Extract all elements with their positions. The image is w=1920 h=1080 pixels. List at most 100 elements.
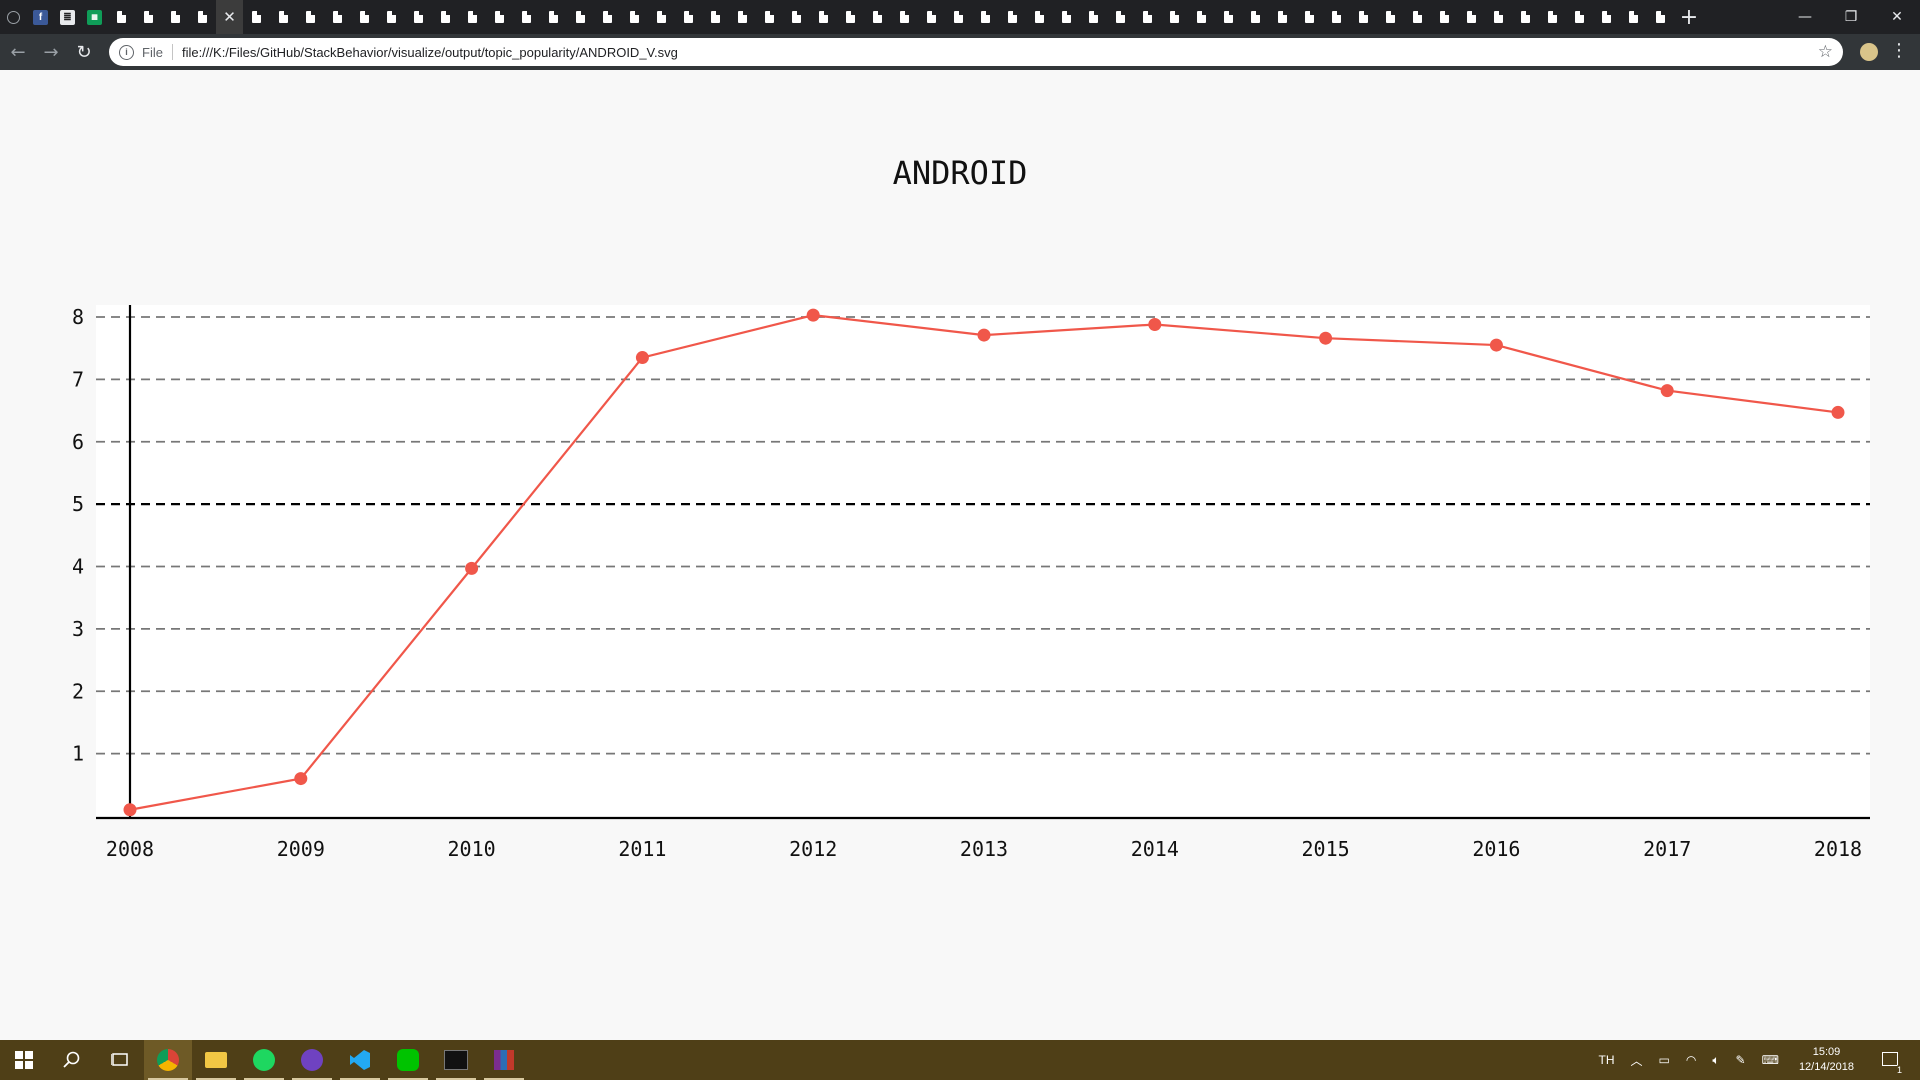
wifi-icon[interactable]: ◠ [1685,1053,1697,1067]
tab-blank-page[interactable] [297,0,324,34]
tab-blank-page[interactable] [324,0,351,34]
tab-blank-page[interactable] [1269,0,1296,34]
tab-blank-page[interactable] [513,0,540,34]
tab-blank-page[interactable] [1323,0,1350,34]
notification-center-button[interactable]: 1 [1874,1051,1906,1075]
search-button[interactable] [48,1040,96,1080]
tab-blank-page[interactable] [945,0,972,34]
spreadsheet-icon: ▦ [87,9,102,25]
reload-button[interactable]: ↻ [76,41,92,63]
close-window-button[interactable]: ✕ [1891,9,1903,25]
tab-blank-page[interactable] [972,0,999,34]
battery-icon[interactable]: ▭ [1658,1053,1670,1067]
forward-button[interactable]: → [43,41,59,63]
tab-blank-page[interactable]: ✕ [216,0,243,34]
tab-blank-page[interactable] [189,0,216,34]
tab-blank-page[interactable] [1620,0,1647,34]
tab-blank-page[interactable] [810,0,837,34]
tab-blank-page[interactable] [1485,0,1512,34]
clock[interactable]: 15:09 12/14/2018 [1799,1045,1854,1075]
minimize-button[interactable]: — [1798,9,1812,25]
tab-blank-page[interactable] [1431,0,1458,34]
tab-facebook[interactable]: f [27,0,54,34]
tab-blank-page[interactable] [378,0,405,34]
bookmark-star-icon[interactable]: ☆ [1817,42,1833,61]
tab-blank-page[interactable] [1377,0,1404,34]
tab-blank-page[interactable] [270,0,297,34]
tab-blank-page[interactable] [999,0,1026,34]
tab-blank-page[interactable] [1080,0,1107,34]
tab-blank-page[interactable] [1242,0,1269,34]
tab-blank-page[interactable] [1107,0,1134,34]
tab-blank-page[interactable] [135,0,162,34]
tab-blank-page[interactable] [1566,0,1593,34]
new-tab-button[interactable]: + [1679,4,1699,30]
tab-blank-page[interactable] [1215,0,1242,34]
info-icon[interactable]: i [119,44,134,60]
show-hidden-icons-chevron-up-icon[interactable]: ︿ [1630,1053,1643,1068]
tab-blank-page[interactable] [459,0,486,34]
tab-sheet[interactable]: ▦ [81,0,108,34]
tab-blank-page[interactable] [1053,0,1080,34]
taskbar-terminal[interactable] [432,1040,480,1080]
pen-icon[interactable]: ✎ [1735,1053,1746,1067]
tab-blank-page[interactable] [918,0,945,34]
tab-blank-page[interactable] [1512,0,1539,34]
tab-blank-page[interactable] [1647,0,1674,34]
tab-github[interactable] [0,0,27,34]
start-button[interactable] [0,1040,48,1080]
tab-blank-page[interactable] [432,0,459,34]
tab-blank-page[interactable] [891,0,918,34]
tab-blank-page[interactable] [783,0,810,34]
tab-blank-page[interactable] [486,0,513,34]
browser-menu-button[interactable]: ⋮ [1890,40,1908,61]
volume-icon[interactable]: 🔈︎ [1712,1052,1720,1067]
tab-blank-page[interactable] [864,0,891,34]
tab-blank-page[interactable] [1539,0,1566,34]
url-text[interactable]: file:///K:/Files/GitHub/StackBehavior/vi… [181,44,678,60]
tab-blank-page[interactable] [675,0,702,34]
input-method-icon[interactable]: ⌨︎ [1761,1053,1779,1067]
tab-blank-page[interactable] [1026,0,1053,34]
chrome-icon [157,1049,179,1071]
tab-blank-page[interactable] [1188,0,1215,34]
tab-blank-page[interactable] [594,0,621,34]
tab-blank-page[interactable] [756,0,783,34]
taskbar-spotify[interactable] [240,1040,288,1080]
tab-blank-page[interactable] [1296,0,1323,34]
tab-blank-page[interactable] [1161,0,1188,34]
taskbar-chrome[interactable] [144,1040,192,1080]
taskbar-github-desktop[interactable] [288,1040,336,1080]
tab-blank-page[interactable] [1134,0,1161,34]
tab-blank-page[interactable] [648,0,675,34]
language-indicator[interactable]: TH [1598,1053,1615,1067]
tab-blank-page[interactable] [405,0,432,34]
tab-blank-page[interactable] [729,0,756,34]
tab-blank-page[interactable] [162,0,189,34]
tab-blank-page[interactable] [1593,0,1620,34]
restore-button[interactable]: ❐ [1844,9,1858,25]
tab-blank-page[interactable] [351,0,378,34]
tab-blank-page[interactable] [1458,0,1485,34]
tab-blank-page[interactable] [1350,0,1377,34]
tab-blank-page[interactable] [702,0,729,34]
task-view-button[interactable] [96,1040,144,1080]
address-bar[interactable]: i File file:///K:/Files/GitHub/StackBeha… [109,38,1843,66]
profile-avatar[interactable] [1860,43,1878,61]
taskbar-winrar[interactable] [480,1040,528,1080]
tab-blank-page[interactable] [1404,0,1431,34]
tab-blank-page[interactable] [567,0,594,34]
tab-blank-page[interactable] [108,0,135,34]
tab-blank-page[interactable] [621,0,648,34]
tab-blank-page[interactable] [837,0,864,34]
tab-blank-page[interactable] [540,0,567,34]
taskbar-file-explorer[interactable] [192,1040,240,1080]
back-button[interactable]: ← [10,41,26,63]
page-icon [1035,11,1044,23]
page-icon [819,11,828,23]
tab-docs[interactable]: ≣ [54,0,81,34]
taskbar-line[interactable] [384,1040,432,1080]
taskbar-vscode[interactable] [336,1040,384,1080]
close-tab-icon[interactable]: ✕ [223,8,236,26]
tab-blank-page[interactable] [243,0,270,34]
